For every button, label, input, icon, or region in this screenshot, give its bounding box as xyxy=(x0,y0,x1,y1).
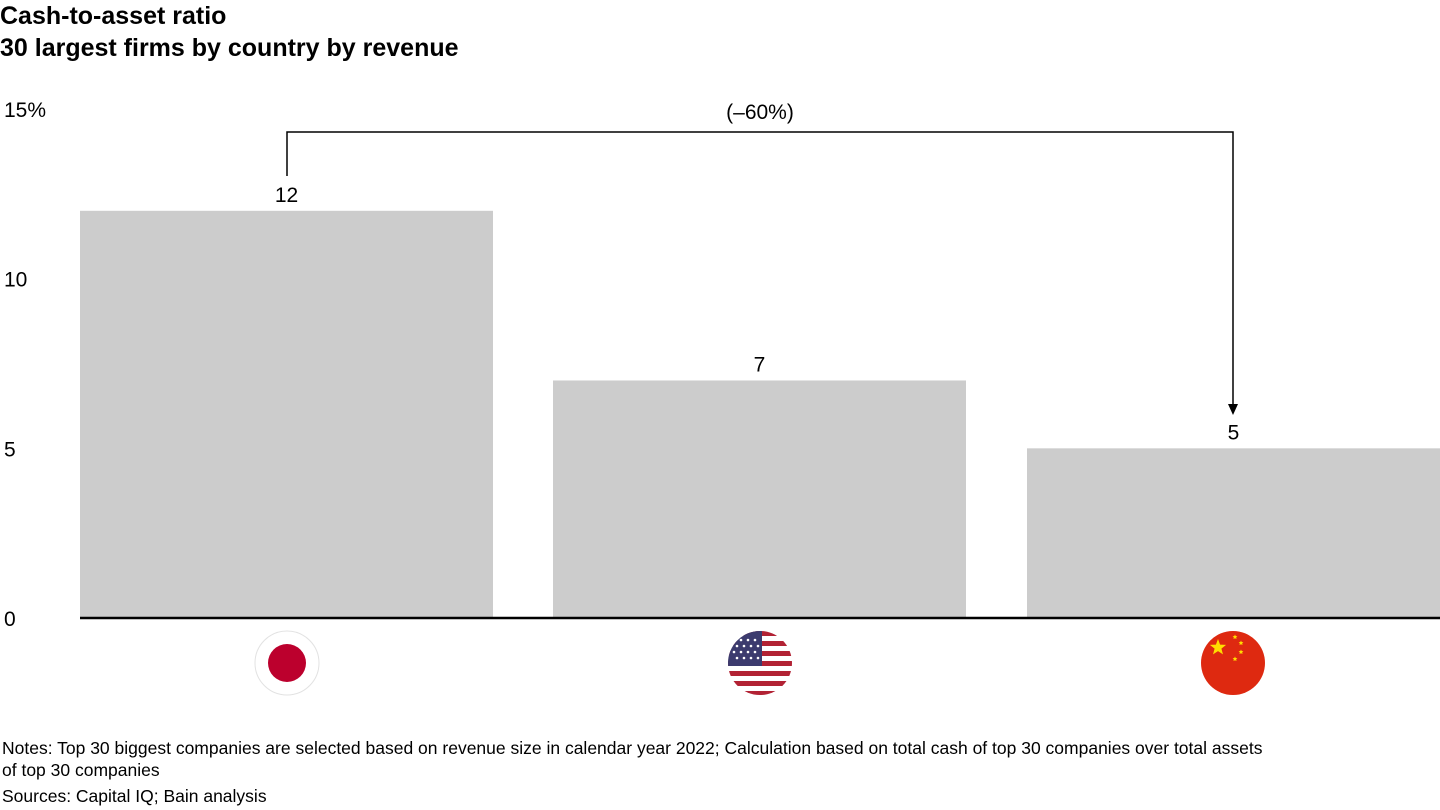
bar-china xyxy=(1027,448,1440,618)
y-tick-label: 0 xyxy=(4,608,16,631)
y-tick-label: 5 xyxy=(4,438,16,461)
us-flag-icon xyxy=(728,631,792,695)
annotation-bracket xyxy=(286,131,1234,405)
sources-text: Sources: Capital IQ; Bain analysis xyxy=(2,786,267,806)
value-label: 5 xyxy=(1228,421,1240,444)
value-label: 12 xyxy=(275,184,298,207)
chart-subtitle: 30 largest firms by country by revenue xyxy=(0,34,459,62)
annotation-label: (–60%) xyxy=(726,101,794,124)
bar-chart: 0 5 10 15% 12 7 5 (–60%) xyxy=(4,99,1440,696)
value-label: 7 xyxy=(754,353,766,376)
china-flag-icon xyxy=(1201,631,1265,695)
annotation-arrowhead xyxy=(1228,404,1238,415)
notes-text: Notes: Top 30 biggest companies are sele… xyxy=(2,738,1263,758)
bar-united-states xyxy=(553,380,966,618)
value-labels: 12 7 5 xyxy=(275,184,1240,445)
chart-title: Cash-to-asset ratio xyxy=(0,2,227,30)
y-axis: 0 5 10 15% xyxy=(4,99,46,631)
y-tick-label: 10 xyxy=(4,269,27,292)
bar-japan xyxy=(80,210,493,619)
notes-text-continued: of top 30 companies xyxy=(2,760,160,780)
bars xyxy=(80,210,1440,619)
y-tick-label: 15% xyxy=(4,99,46,122)
change-annotation: (–60%) xyxy=(286,101,1238,415)
japan-flag-icon xyxy=(254,630,320,696)
